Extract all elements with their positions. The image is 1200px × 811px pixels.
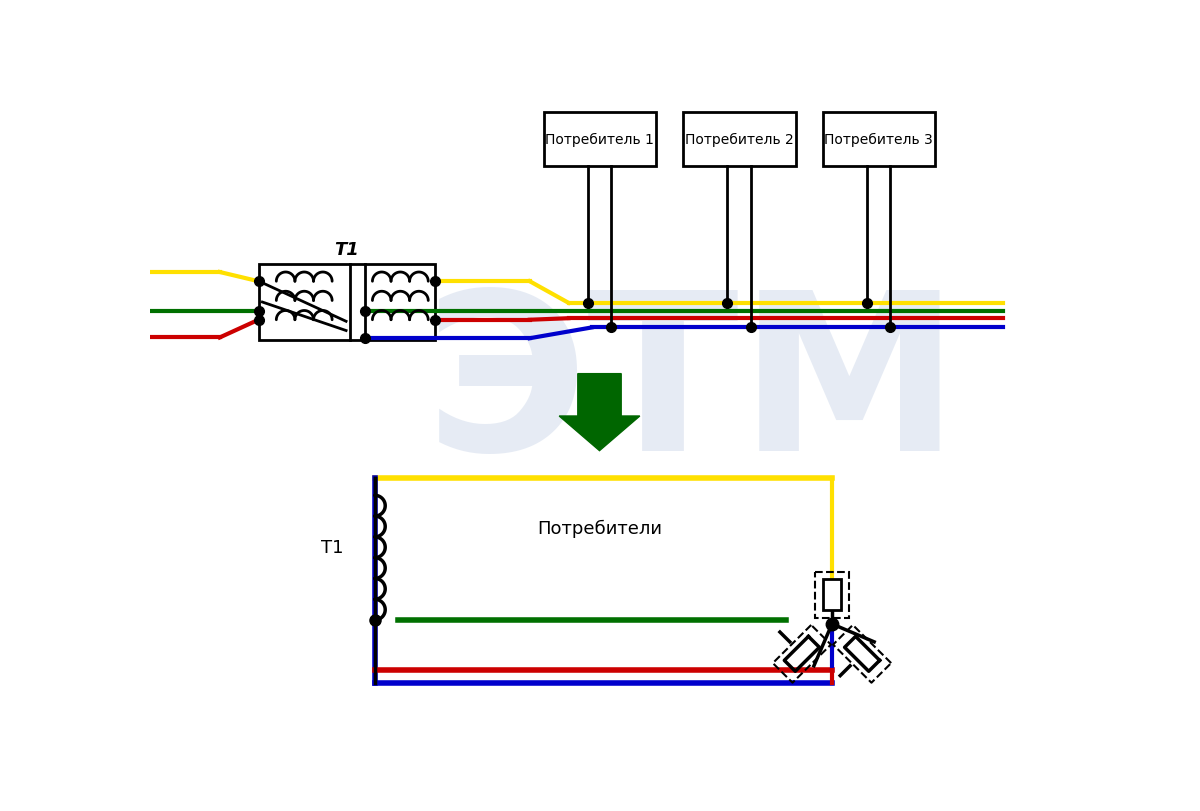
Bar [544,113,656,166]
Bar [683,113,796,166]
Text: T1: T1 [335,241,359,259]
Text: ЭТМ: ЭТМ [425,283,960,496]
Bar [366,265,436,341]
Bar [823,113,935,166]
Bar [815,572,850,618]
Text: Потребитель 2: Потребитель 2 [685,132,793,147]
Text: Потребители: Потребители [538,519,662,537]
Bar [823,580,841,611]
Bar [258,265,350,341]
Text: Потребитель 1: Потребитель 1 [545,132,654,147]
Polygon shape [559,374,640,451]
Text: T1: T1 [320,539,343,556]
Text: Потребитель 3: Потребитель 3 [824,132,932,147]
